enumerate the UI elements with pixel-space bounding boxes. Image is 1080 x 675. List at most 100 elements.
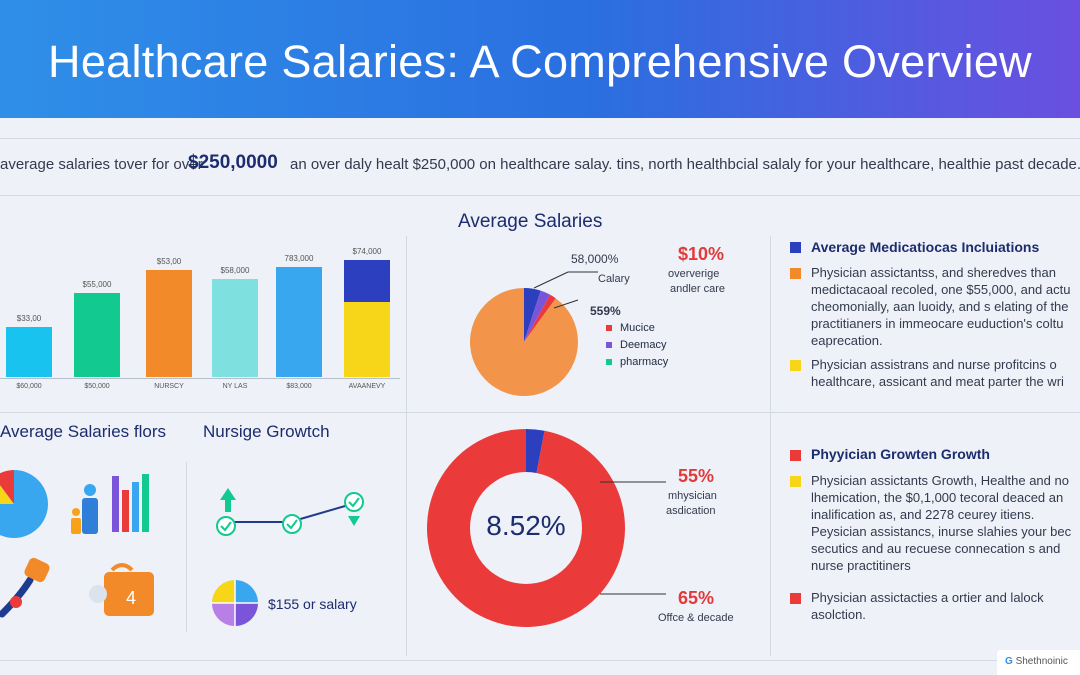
legend-swatch: [606, 325, 612, 332]
note-marker: [790, 268, 801, 279]
donut-caption-2: Offce & decade: [658, 612, 734, 624]
pie-legend-pct: 559%: [590, 304, 621, 318]
note-line: nurse practitiners: [811, 558, 911, 573]
growth-panel-title: Nursige Growtch: [203, 422, 330, 441]
note-line: Physician assictantss, and sheredves tha…: [811, 265, 1056, 280]
bar-data-label: 783,000: [284, 254, 314, 264]
bar-4: [276, 267, 322, 377]
brand-badge[interactable]: G Shethnoinic: [997, 650, 1080, 675]
note-line: Peysician assistancs, inurse slahies you…: [811, 524, 1072, 539]
note-line: inalification as, and 2278 ceurey itiens…: [811, 507, 1035, 522]
note-line: Physician assistrans and nurse profitcin…: [811, 357, 1057, 372]
note-item: Physician assistrans and nurse profitcin…: [811, 356, 1064, 390]
bar-3: [212, 279, 258, 377]
growth-heading: Phyyician Growten Growth: [811, 446, 990, 462]
bar-category-label: NY LAS: [222, 383, 248, 390]
pie-slice-caption: Calary: [598, 273, 630, 285]
bar-axis-line: [0, 378, 400, 379]
donut-hole: [470, 472, 582, 584]
divider: [0, 412, 1080, 413]
pie-legend-item: pharmacy: [606, 356, 668, 368]
note-line: Physician assictants Growth, Healthe and…: [811, 473, 1069, 488]
pie-slice-deemacy: [524, 290, 551, 342]
divider: [0, 195, 1080, 196]
team-chart-icon: [71, 474, 149, 534]
intro-amount: $250,0000: [188, 152, 278, 173]
bar-2: [146, 270, 192, 377]
bar-0: [6, 326, 52, 377]
pie-headline-pct: $10%: [678, 244, 725, 264]
bar-category-label: $83,000: [286, 383, 312, 390]
badge-logo-icon: G: [1005, 656, 1013, 667]
note-marker: [790, 476, 801, 487]
note-marker: [790, 593, 801, 604]
salary-bar-chart: $33,00 $60,000 $55,000 $50,000 $53,00 NURSCY $…: [0, 236, 400, 396]
divider: [186, 462, 187, 632]
legend-swatch: [606, 359, 612, 366]
donut-caption-1b: asdication: [666, 505, 716, 517]
legend-label: Mucice: [620, 322, 655, 334]
note-line: lhemication, the $0,1,000 tecoral deaced…: [811, 490, 1064, 505]
donut-caption-1a: mhysician: [668, 490, 717, 502]
heading-marker: [790, 450, 801, 461]
pie-legend-item: Mucice: [606, 322, 655, 334]
note-item: Physician assictants Growth, Healthe and…: [811, 472, 1071, 574]
pie-headline-caption-2: andler care: [670, 283, 726, 295]
page-title: Healthcare Salaries: A Comprehensive Ove…: [48, 36, 1032, 87]
medications-heading: Average Medicatiocas Incluiations: [811, 239, 1040, 255]
note-line: cheomonially, aan luoidy, and s elating …: [811, 299, 1069, 314]
divider: [0, 660, 1080, 661]
bar-stack-yellow: [344, 302, 390, 377]
pie-headline-caption-1: oververige: [668, 268, 720, 280]
divider: [770, 236, 771, 656]
bar-category-label: AVAANEVY: [348, 383, 386, 390]
avg-salary-pie: [470, 288, 578, 396]
heading-marker: [790, 242, 801, 253]
donut-pct-1: 55%: [678, 466, 715, 486]
legend-swatch: [606, 342, 612, 349]
legend-label: pharmacy: [620, 356, 669, 368]
pie-legend-item: Deemacy: [606, 339, 666, 351]
bar-data-label: $55,000: [82, 280, 112, 290]
bar-data-label: $53,00: [156, 257, 182, 267]
intro-line: average salaries tover for over $250,000…: [0, 150, 1080, 180]
bar-data-label: $74,000: [352, 246, 382, 256]
note-line: asolction.: [811, 607, 866, 622]
mini-pie-icon: [212, 580, 258, 626]
bar-data-label: $58,000: [220, 266, 250, 276]
note-line: eaprecation.: [811, 333, 883, 348]
salary-mini-text: $155 or salary: [268, 596, 357, 612]
pie-slice-mucice: [524, 288, 541, 342]
note-marker: [790, 360, 801, 371]
growth-donut-chart: [427, 429, 625, 627]
note-line: practitianers in immeocare euduction's c…: [811, 316, 1064, 331]
stethoscope-icon: [0, 557, 50, 618]
divider: [0, 138, 1080, 139]
medical-bag-icon: 4: [89, 563, 154, 616]
note-line: Physician assictacties a ortier and lalo…: [811, 590, 1044, 605]
note-line: healthcare, assicant and meat parter the…: [811, 374, 1064, 389]
bar-category-label: $50,000: [84, 383, 110, 390]
svg-text:4: 4: [126, 588, 136, 608]
header-banner: Healthcare Salaries: A Comprehensive Ove…: [0, 0, 1080, 118]
badge-label: Shethnoinic: [1015, 656, 1068, 667]
bar-data-label: $33,00: [16, 313, 42, 323]
left-panel-title: Average Salaries flors: [0, 422, 166, 441]
bar-category-label: NURSCY: [154, 383, 184, 390]
donut-center-label: 8.52%: [486, 510, 566, 541]
legend-label: Deemacy: [620, 339, 667, 351]
growth-line-graph: [216, 488, 364, 536]
pie-slice-pharmacy: [524, 294, 556, 342]
note-line: secutics and au recuese connecation s an…: [811, 541, 1061, 556]
small-pie-icon: [0, 470, 48, 538]
bar-1: [74, 293, 120, 377]
intro-lead: average salaries tover for over: [0, 156, 203, 173]
pie-callout-lines: [533, 271, 598, 309]
pie-slice-value: 58,000%: [571, 252, 619, 266]
bar-category-label: $60,000: [16, 383, 42, 390]
note-line: medictacaoal recoled, one $55,000, and a…: [811, 282, 1071, 297]
donut-callout-lines: [600, 481, 666, 595]
pie-slice-remainder: [470, 288, 578, 396]
note-item: Physician assictantss, and sheredves tha…: [811, 264, 1070, 349]
note-item: Physician assictacties a ortier and lalo…: [811, 589, 1044, 623]
